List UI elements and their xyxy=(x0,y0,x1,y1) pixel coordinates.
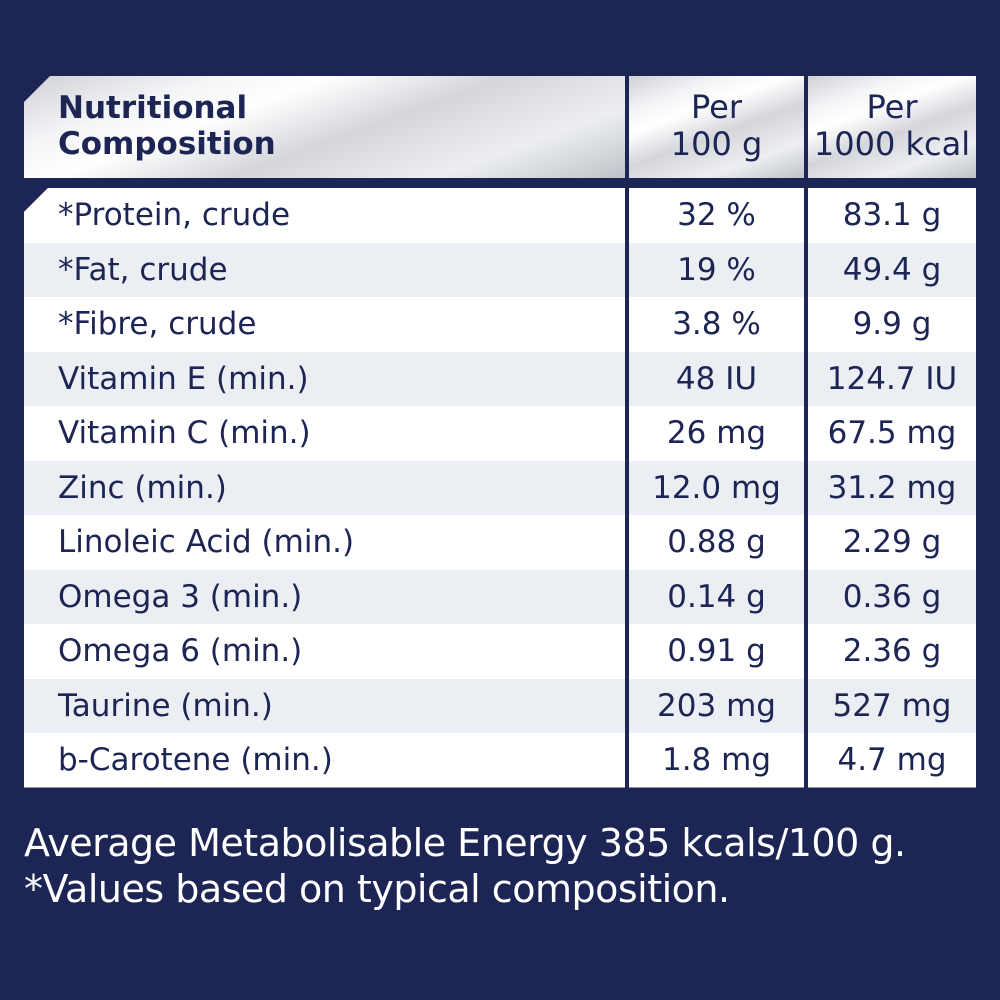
value-per-1000kcal: 527 mg xyxy=(832,687,952,724)
nutrient-name: *Fibre, crude xyxy=(58,306,257,343)
header-name-line2: Composition xyxy=(58,126,276,162)
table-row: *Protein, crude 32 % 83.1 g xyxy=(24,188,976,243)
value-per-100g: 12.0 mg xyxy=(652,469,781,506)
table-row: Omega 6 (min.) 0.91 g 2.36 g xyxy=(24,624,976,679)
value-per-1000kcal: 49.4 g xyxy=(842,251,942,288)
footer-notes: Average Metabolisable Energy 385 kcals/1… xyxy=(24,820,984,912)
table-header: Nutritional Composition Per 100 g Per 10… xyxy=(24,76,976,178)
header-per-1000kcal-line2: 1000 kcal xyxy=(813,125,971,163)
header-name-line1: Nutritional xyxy=(58,90,248,126)
table-body: *Protein, crude 32 % 83.1 g *Fat, crude 19 %… xyxy=(24,188,976,788)
nutrient-name: Taurine (min.) xyxy=(58,687,273,724)
table-row: Omega 3 (min.) 0.14 g 0.36 g xyxy=(24,569,976,624)
value-per-1000kcal: 83.1 g xyxy=(842,197,942,234)
value-per-1000kcal: 124.7 IU xyxy=(826,360,958,397)
column-divider xyxy=(804,188,808,788)
nutrient-name: Zinc (min.) xyxy=(58,469,227,506)
nutrition-table: Nutritional Composition Per 100 g Per 10… xyxy=(24,76,976,788)
value-per-100g: 26 mg xyxy=(666,415,767,452)
value-per-100g: 19 % xyxy=(677,251,756,288)
value-per-1000kcal: 67.5 mg xyxy=(827,415,957,452)
table-row: *Fibre, crude 3.8 % 9.9 g xyxy=(24,297,976,352)
energy-note: Average Metabolisable Energy 385 kcals/1… xyxy=(24,821,906,865)
nutrient-name: *Fat, crude xyxy=(58,251,228,288)
header-per-100g-line2: 100 g xyxy=(670,125,763,163)
nutrient-name: b-Carotene (min.) xyxy=(58,742,333,779)
value-per-100g: 0.88 g xyxy=(667,524,766,561)
table-row: Vitamin C (min.) 26 mg 67.5 mg xyxy=(24,406,976,461)
value-per-100g: 32 % xyxy=(677,197,756,234)
header-per-1000kcal-cell: Per 1000 kcal xyxy=(808,76,976,178)
table-row: Vitamin E (min.) 48 IU 124.7 IU xyxy=(24,351,976,406)
nutrient-name: Vitamin E (min.) xyxy=(58,360,309,397)
value-per-1000kcal: 31.2 mg xyxy=(827,469,957,506)
header-gap xyxy=(24,178,976,188)
value-per-100g: 3.8 % xyxy=(672,306,761,343)
table-row: *Fat, crude 19 % 49.4 g xyxy=(24,242,976,297)
value-per-100g: 48 IU xyxy=(675,360,758,397)
header-per-100g-line1: Per xyxy=(691,88,742,126)
value-per-100g: 1.8 mg xyxy=(661,742,772,779)
value-per-100g: 203 mg xyxy=(657,687,776,724)
header-name-cell: Nutritional Composition xyxy=(24,76,625,178)
table-row: Zinc (min.) 12.0 mg 31.2 mg xyxy=(24,460,976,515)
value-per-1000kcal: 0.36 g xyxy=(842,578,942,615)
header-per-100g-cell: Per 100 g xyxy=(629,76,804,178)
value-per-100g: 0.91 g xyxy=(667,633,766,670)
nutrient-name: *Protein, crude xyxy=(58,197,291,234)
table-row: Linoleic Acid (min.) 0.88 g 2.29 g xyxy=(24,515,976,570)
value-per-100g: 0.14 g xyxy=(667,578,766,615)
nutrient-name: Linoleic Acid (min.) xyxy=(58,524,355,561)
nutrient-name: Omega 3 (min.) xyxy=(58,578,303,615)
nutrient-name: Omega 6 (min.) xyxy=(58,633,303,670)
value-per-1000kcal: 9.9 g xyxy=(852,306,932,343)
value-per-1000kcal: 4.7 mg xyxy=(837,742,947,779)
values-note: *Values based on typical composition. xyxy=(24,867,730,911)
column-divider xyxy=(625,188,629,788)
table-row: b-Carotene (min.) 1.8 mg 4.7 mg xyxy=(24,733,976,788)
table-row: Taurine (min.) 203 mg 527 mg xyxy=(24,678,976,733)
nutrient-name: Vitamin C (min.) xyxy=(58,415,311,452)
value-per-1000kcal: 2.29 g xyxy=(842,524,942,561)
value-per-1000kcal: 2.36 g xyxy=(842,633,942,670)
header-per-1000kcal-line1: Per xyxy=(866,88,918,126)
